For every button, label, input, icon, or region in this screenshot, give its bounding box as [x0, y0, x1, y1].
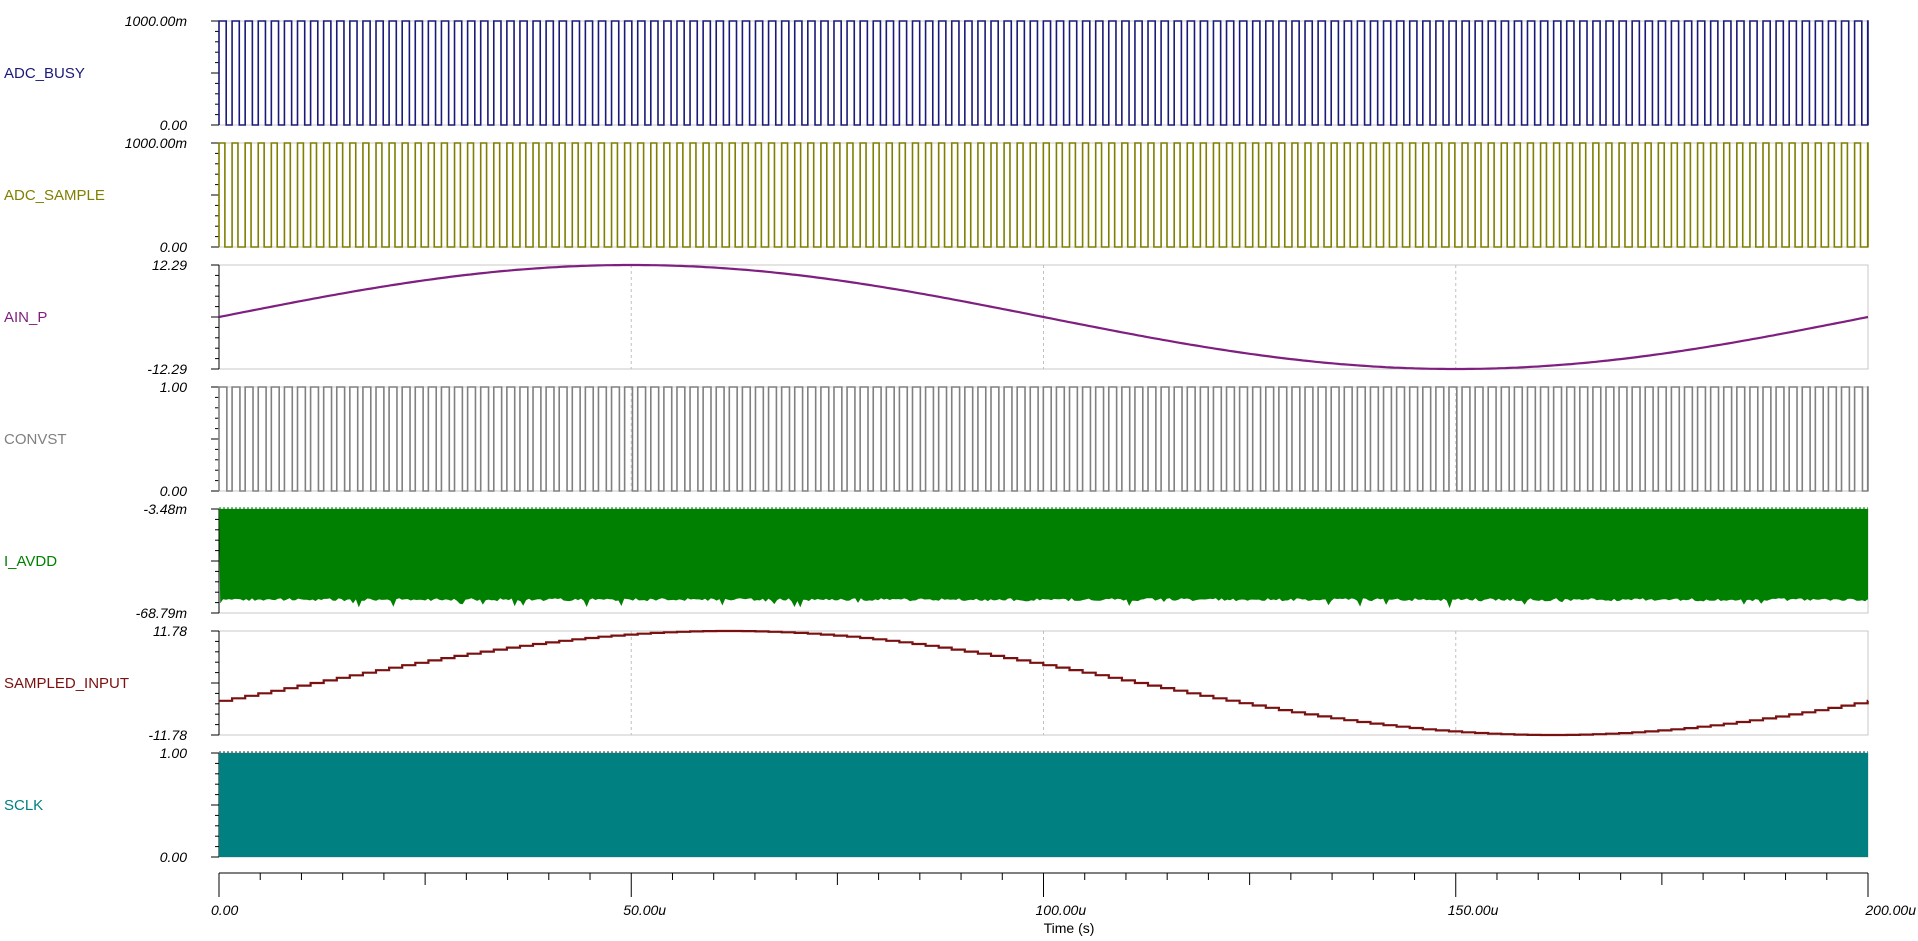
time-axis: 0.00 50.00u 100.00u 150.00u 200.00u Time (s): [211, 872, 1916, 936]
trace-panel-adc-busy: ADC_BUSY 1000.00m 0.00: [4, 13, 1869, 133]
trace-label: ADC_SAMPLE: [4, 187, 105, 204]
trace-panel-sampled-input: SAMPLED_INPUT 11.78 -11.78: [4, 623, 1869, 743]
x-tick-label: 200.00u: [1864, 902, 1916, 918]
trace-panel-sclk: SCLK 1.00 0.00: [4, 745, 1869, 865]
y-min-label: 0.00: [160, 849, 187, 865]
y-max-label: 1000.00m: [125, 13, 188, 29]
y-min-label: -11.78: [148, 727, 187, 743]
waveform-line: [218, 20, 1869, 126]
waveform-line: [218, 142, 1869, 248]
trace-label: SCLK: [4, 797, 43, 814]
waveform-fill: [219, 509, 1868, 609]
y-max-label: 1000.00m: [125, 135, 188, 151]
trace-panel-convst: CONVST 1.00 0.00: [4, 379, 1869, 499]
y-max-label: -3.48m: [143, 501, 187, 517]
trace-label: AIN_P: [4, 309, 47, 326]
waveform-line: [218, 386, 1869, 492]
y-min-label: 0.00: [160, 239, 187, 255]
x-tick-label: 150.00u: [1448, 902, 1499, 918]
x-tick-label: 50.00u: [623, 902, 666, 918]
trace-label: I_AVDD: [4, 553, 57, 570]
trace-label: CONVST: [4, 431, 67, 448]
x-axis-title: Time (s): [1044, 920, 1095, 936]
trace-panel-i-avdd: I_AVDD -3.48m -68.79m: [4, 501, 1869, 621]
panel-frame: [218, 630, 1869, 736]
y-max-label: 11.78: [153, 623, 187, 639]
y-min-label: -68.79m: [136, 605, 188, 621]
trace-panel-adc-sample: ADC_SAMPLE 1000.00m 0.00: [4, 135, 1869, 255]
y-max-label: 1.00: [160, 379, 187, 395]
waveform-line: [218, 263, 1869, 371]
trace-label: SAMPLED_INPUT: [4, 675, 129, 692]
y-max-label: 12.29: [152, 257, 187, 273]
waveform-line: [219, 629, 1869, 737]
trace-panels: ADC_BUSY 1000.00m 0.00 ADC_SAMPLE 1000.00m 0.…: [4, 13, 1869, 865]
waveform-fill: [219, 753, 1868, 857]
trace-panel-ain-p: AIN_P 12.29 -12.29: [4, 257, 1869, 377]
y-max-label: 1.00: [160, 745, 187, 761]
y-min-label: 0.00: [160, 483, 187, 499]
y-min-label: 0.00: [160, 117, 187, 133]
x-tick-label: 100.00u: [1036, 902, 1087, 918]
trace-label: ADC_BUSY: [4, 65, 85, 82]
x-tick-label: 0.00: [211, 902, 238, 918]
y-min-label: -12.29: [147, 361, 187, 377]
